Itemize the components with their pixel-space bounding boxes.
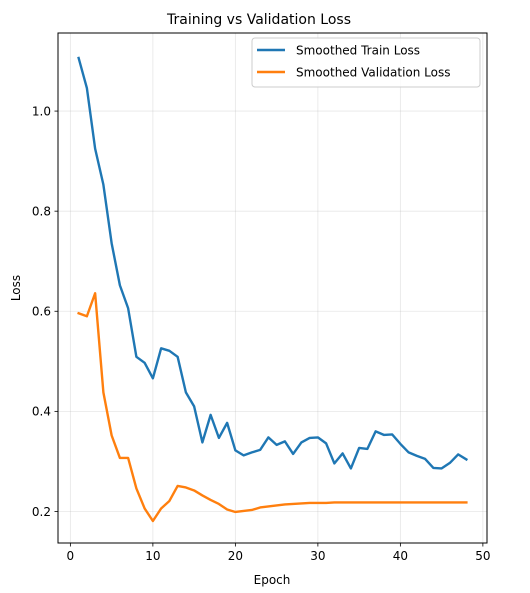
grid: [58, 33, 487, 543]
x-tick-label: 10: [145, 549, 160, 563]
y-tick-label: 1.0: [32, 104, 51, 118]
legend-label-validation: Smoothed Validation Loss: [296, 66, 451, 80]
legend-box: [251, 37, 481, 88]
plot-frame: [57, 32, 488, 544]
legend: Smoothed Train Loss Smoothed Validation …: [251, 37, 481, 88]
series-lines: [77, 56, 469, 523]
x-tick-label: 20: [228, 549, 243, 563]
y-tick-label: 0.4: [32, 405, 51, 419]
legend-label-train: Smoothed Train Loss: [296, 44, 420, 58]
x-tick-label: 30: [310, 549, 325, 563]
chart-title: Training vs Validation Loss: [166, 12, 351, 28]
x-axis-label: Epoch: [254, 573, 291, 587]
train-loss-line: [77, 56, 469, 470]
x-tick-label: 50: [475, 549, 490, 563]
validation-loss-line: [77, 292, 468, 523]
y-tick-label: 0.2: [32, 505, 51, 519]
y-tick-label: 0.8: [32, 204, 51, 218]
y-tick-label: 0.6: [32, 305, 51, 319]
x-tick-label: 0: [67, 549, 75, 563]
x-tick-label: 40: [393, 549, 408, 563]
axis-ticks: 0 10 20 30 40 50 0.2 0.4 0.6 0.8 1.0: [32, 104, 491, 563]
y-axis-label: Loss: [9, 275, 23, 301]
